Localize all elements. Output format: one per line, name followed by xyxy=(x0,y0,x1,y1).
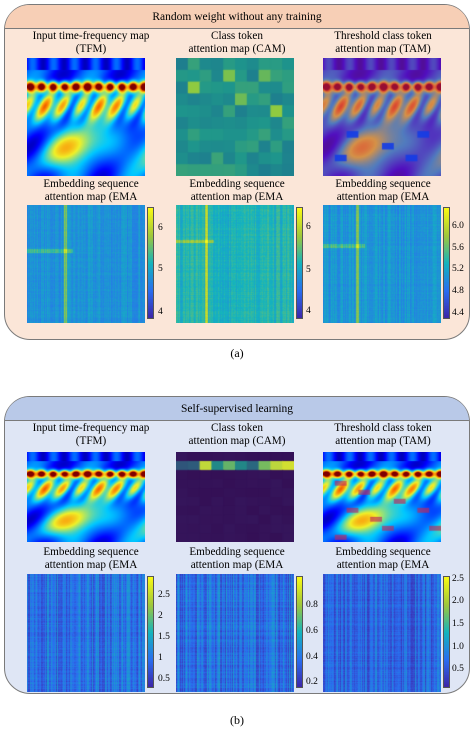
map-a-tfm xyxy=(27,58,145,176)
tick-a-ema1: 5 xyxy=(158,264,163,274)
tick-a-ema2: 4 xyxy=(306,306,311,316)
tick-b-ema3: 2.5 xyxy=(452,574,464,584)
map-a-ema3 xyxy=(323,205,441,323)
panel-b-title: Self-supervised learning xyxy=(5,397,469,421)
caption-b-cam: Class token attention map (CAM) xyxy=(188,422,286,447)
tick-b-ema3: 2.0 xyxy=(452,596,464,606)
map-b-ema1 xyxy=(27,574,145,692)
map-b-tam xyxy=(323,452,441,542)
tick-b-ema1: 1.5 xyxy=(158,632,170,642)
map-a-ema2 xyxy=(176,205,294,323)
map-b-tfm xyxy=(27,452,145,542)
tick-a-ema3: 5.6 xyxy=(452,243,464,253)
tick-a-ema2: 6 xyxy=(306,222,311,232)
tick-b-ema2: 0.2 xyxy=(306,677,318,687)
tick-a-ema2: 5 xyxy=(306,265,311,275)
tick-a-ema3: 6.0 xyxy=(452,221,464,231)
tick-b-ema1: 0.5 xyxy=(158,674,170,684)
tick-a-ema3: 4.4 xyxy=(452,308,464,318)
tick-b-ema1: 2.5 xyxy=(158,590,170,600)
tick-b-ema2: 0.4 xyxy=(306,652,318,662)
colorbar-b-ema1 xyxy=(147,576,154,688)
colorbar-a-ema2 xyxy=(296,207,303,319)
tick-b-ema2: 0.6 xyxy=(306,626,318,636)
tick-b-ema3: 1.0 xyxy=(452,642,464,652)
colorbar-a-ema3 xyxy=(443,207,450,319)
tick-a-ema1: 6 xyxy=(158,223,163,233)
tick-b-ema1: 1 xyxy=(158,653,163,663)
figure-label-b: (b) xyxy=(230,713,244,727)
caption-a-cam: Class token attention map (CAM) xyxy=(188,30,286,55)
caption-b-tam: Threshold class token attention map (TAM) xyxy=(334,422,432,447)
panel-a-title: Random weight without any training xyxy=(5,5,469,29)
tick-b-ema2: 0.8 xyxy=(306,600,318,610)
caption-a-tfm: Input time-frequency map (TFM) xyxy=(32,30,150,55)
figure-label-a: (a) xyxy=(230,346,244,360)
caption-b-tfm: Input time-frequency map (TFM) xyxy=(32,422,150,447)
tick-b-ema3: 0.5 xyxy=(452,664,464,674)
map-b-cam xyxy=(176,452,294,542)
colorbar-b-ema2 xyxy=(296,576,303,688)
tick-b-ema3: 1.5 xyxy=(452,619,464,629)
map-a-ema1 xyxy=(27,205,145,323)
caption-a-tam: Threshold class token attention map (TAM) xyxy=(334,30,432,55)
colorbar-a-ema1 xyxy=(147,207,154,319)
tick-a-ema3: 4.8 xyxy=(452,286,464,296)
map-a-cam xyxy=(176,58,294,176)
tick-a-ema1: 4 xyxy=(158,307,163,317)
map-b-ema3 xyxy=(323,574,441,692)
map-a-tam xyxy=(323,58,441,176)
colorbar-b-ema3 xyxy=(443,576,450,688)
tick-a-ema3: 5.2 xyxy=(452,264,464,274)
map-b-ema2 xyxy=(176,574,294,692)
tick-b-ema1: 2 xyxy=(158,611,163,621)
